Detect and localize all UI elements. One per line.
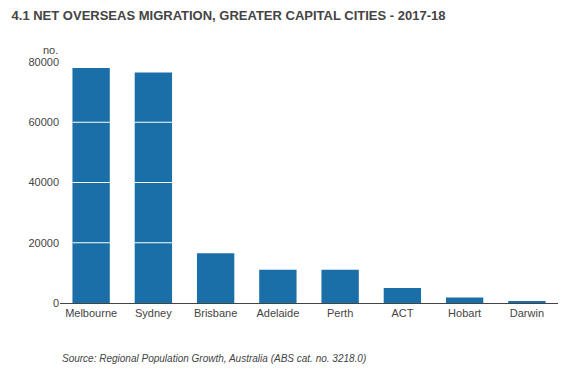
svg-text:ACT: ACT [391,307,413,319]
svg-text:20000: 20000 [28,237,59,249]
svg-text:no.: no. [43,44,58,56]
svg-text:40000: 40000 [28,176,59,188]
svg-text:Adelaide: Adelaide [256,307,299,319]
svg-text:Hobart: Hobart [448,307,481,319]
svg-text:80000: 80000 [28,56,59,68]
svg-text:Perth: Perth [327,307,353,319]
svg-text:Source: Regional Population Gr: Source: Regional Population Growth, Aust… [62,353,366,364]
svg-text:60000: 60000 [28,116,59,128]
svg-text:4.1 NET OVERSEAS MIGRATION, GR: 4.1 NET OVERSEAS MIGRATION, GREATER CAPI… [12,8,446,23]
svg-text:Melbourne: Melbourne [65,307,117,319]
svg-text:Brisbane: Brisbane [194,307,237,319]
svg-text:Darwin: Darwin [510,307,544,319]
svg-text:Sydney: Sydney [135,307,172,319]
svg-text:0: 0 [53,297,59,309]
